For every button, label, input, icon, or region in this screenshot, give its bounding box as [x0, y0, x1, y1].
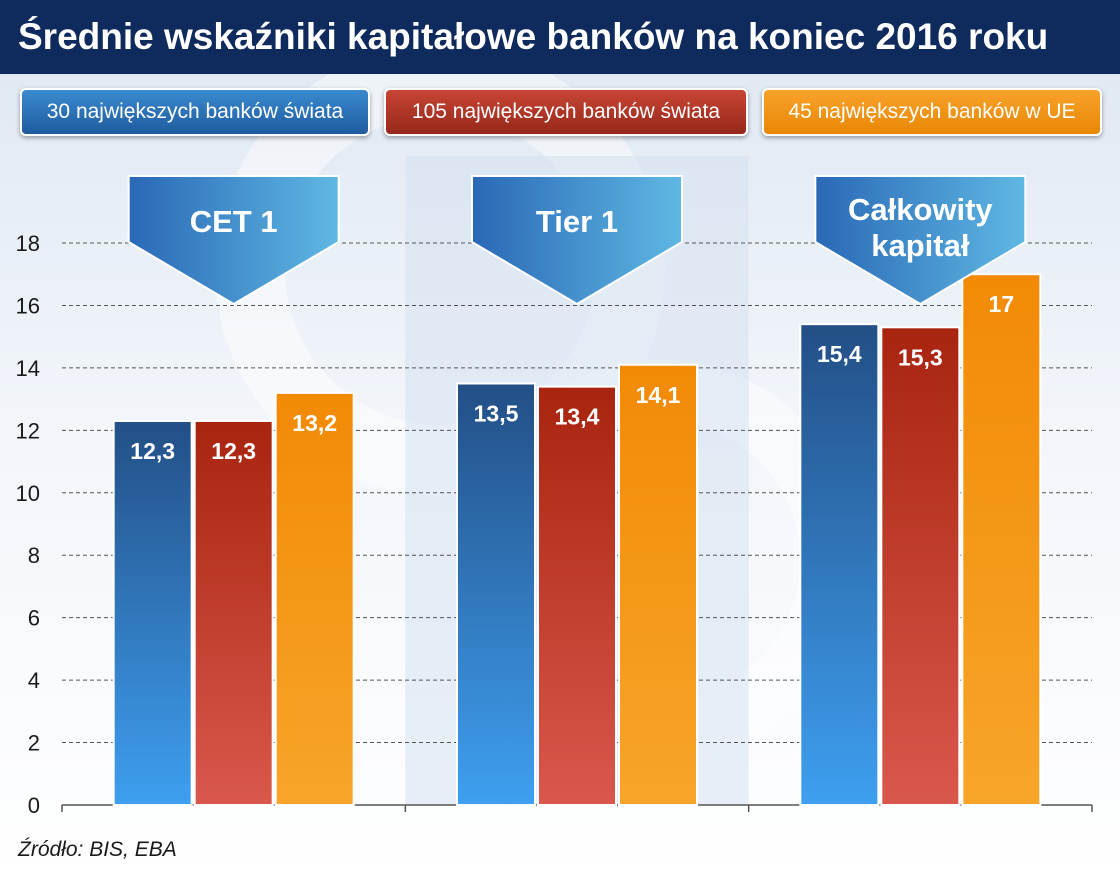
bar	[961, 273, 1042, 806]
y-tick-label: 8	[28, 543, 40, 568]
y-tick-label: 18	[16, 231, 40, 256]
bar	[880, 326, 961, 807]
chart-title: Średnie wskaźniki kapitałowe banków na k…	[18, 16, 1049, 57]
y-tick-label: 2	[28, 731, 40, 756]
bar-chart: 0 2 4 6 8 10 12 14 16 18 12,3 12,3 13,2 CET 1 13,5 13,4…	[16, 156, 1093, 818]
category-label: CET 1	[190, 204, 278, 239]
bar-value-label: 12,3	[130, 438, 175, 464]
bar-value-label: 15,3	[898, 344, 943, 370]
category-arrow	[814, 175, 1027, 306]
bar	[456, 382, 536, 806]
legend-item-45-eu-banks: 45 największych banków w UE	[762, 88, 1102, 136]
bar-value-label: 12,3	[211, 438, 256, 464]
bar-value-label: 17	[989, 291, 1015, 317]
category-label: kapitał	[871, 228, 970, 263]
y-tick-label: 12	[16, 418, 40, 443]
y-tick-label: 6	[28, 606, 40, 631]
bar	[618, 363, 698, 806]
category-arrow	[127, 175, 340, 306]
category-arrow	[471, 175, 683, 306]
y-tick-label: 0	[28, 793, 40, 818]
category-label: Tier 1	[536, 204, 618, 239]
y-tick-label: 16	[16, 293, 40, 318]
source-note: Źródło: BIS, EBA	[18, 838, 177, 861]
y-tick-label: 10	[16, 481, 40, 506]
y-tick-label: 4	[28, 668, 40, 693]
legend: 30 największych banków świata 105 najwię…	[0, 88, 1120, 136]
bar	[193, 419, 274, 806]
bar-value-label: 13,2	[292, 410, 337, 436]
bar-value-label: 14,1	[636, 382, 681, 408]
y-tick-label: 14	[16, 356, 40, 381]
legend-item-30-banks: 30 największych banków świata	[20, 88, 370, 136]
bar	[112, 419, 193, 806]
bar	[799, 323, 880, 807]
bar-value-label: 13,5	[474, 401, 519, 427]
category-label: Całkowity	[848, 192, 993, 227]
title-bar: Średnie wskaźniki kapitałowe banków na k…	[0, 0, 1120, 74]
legend-item-105-banks: 105 największych banków świata	[384, 88, 748, 136]
bar	[274, 391, 355, 806]
bar-value-label: 15,4	[817, 341, 862, 367]
bar-value-label: 13,4	[555, 404, 600, 430]
bar	[537, 385, 617, 806]
